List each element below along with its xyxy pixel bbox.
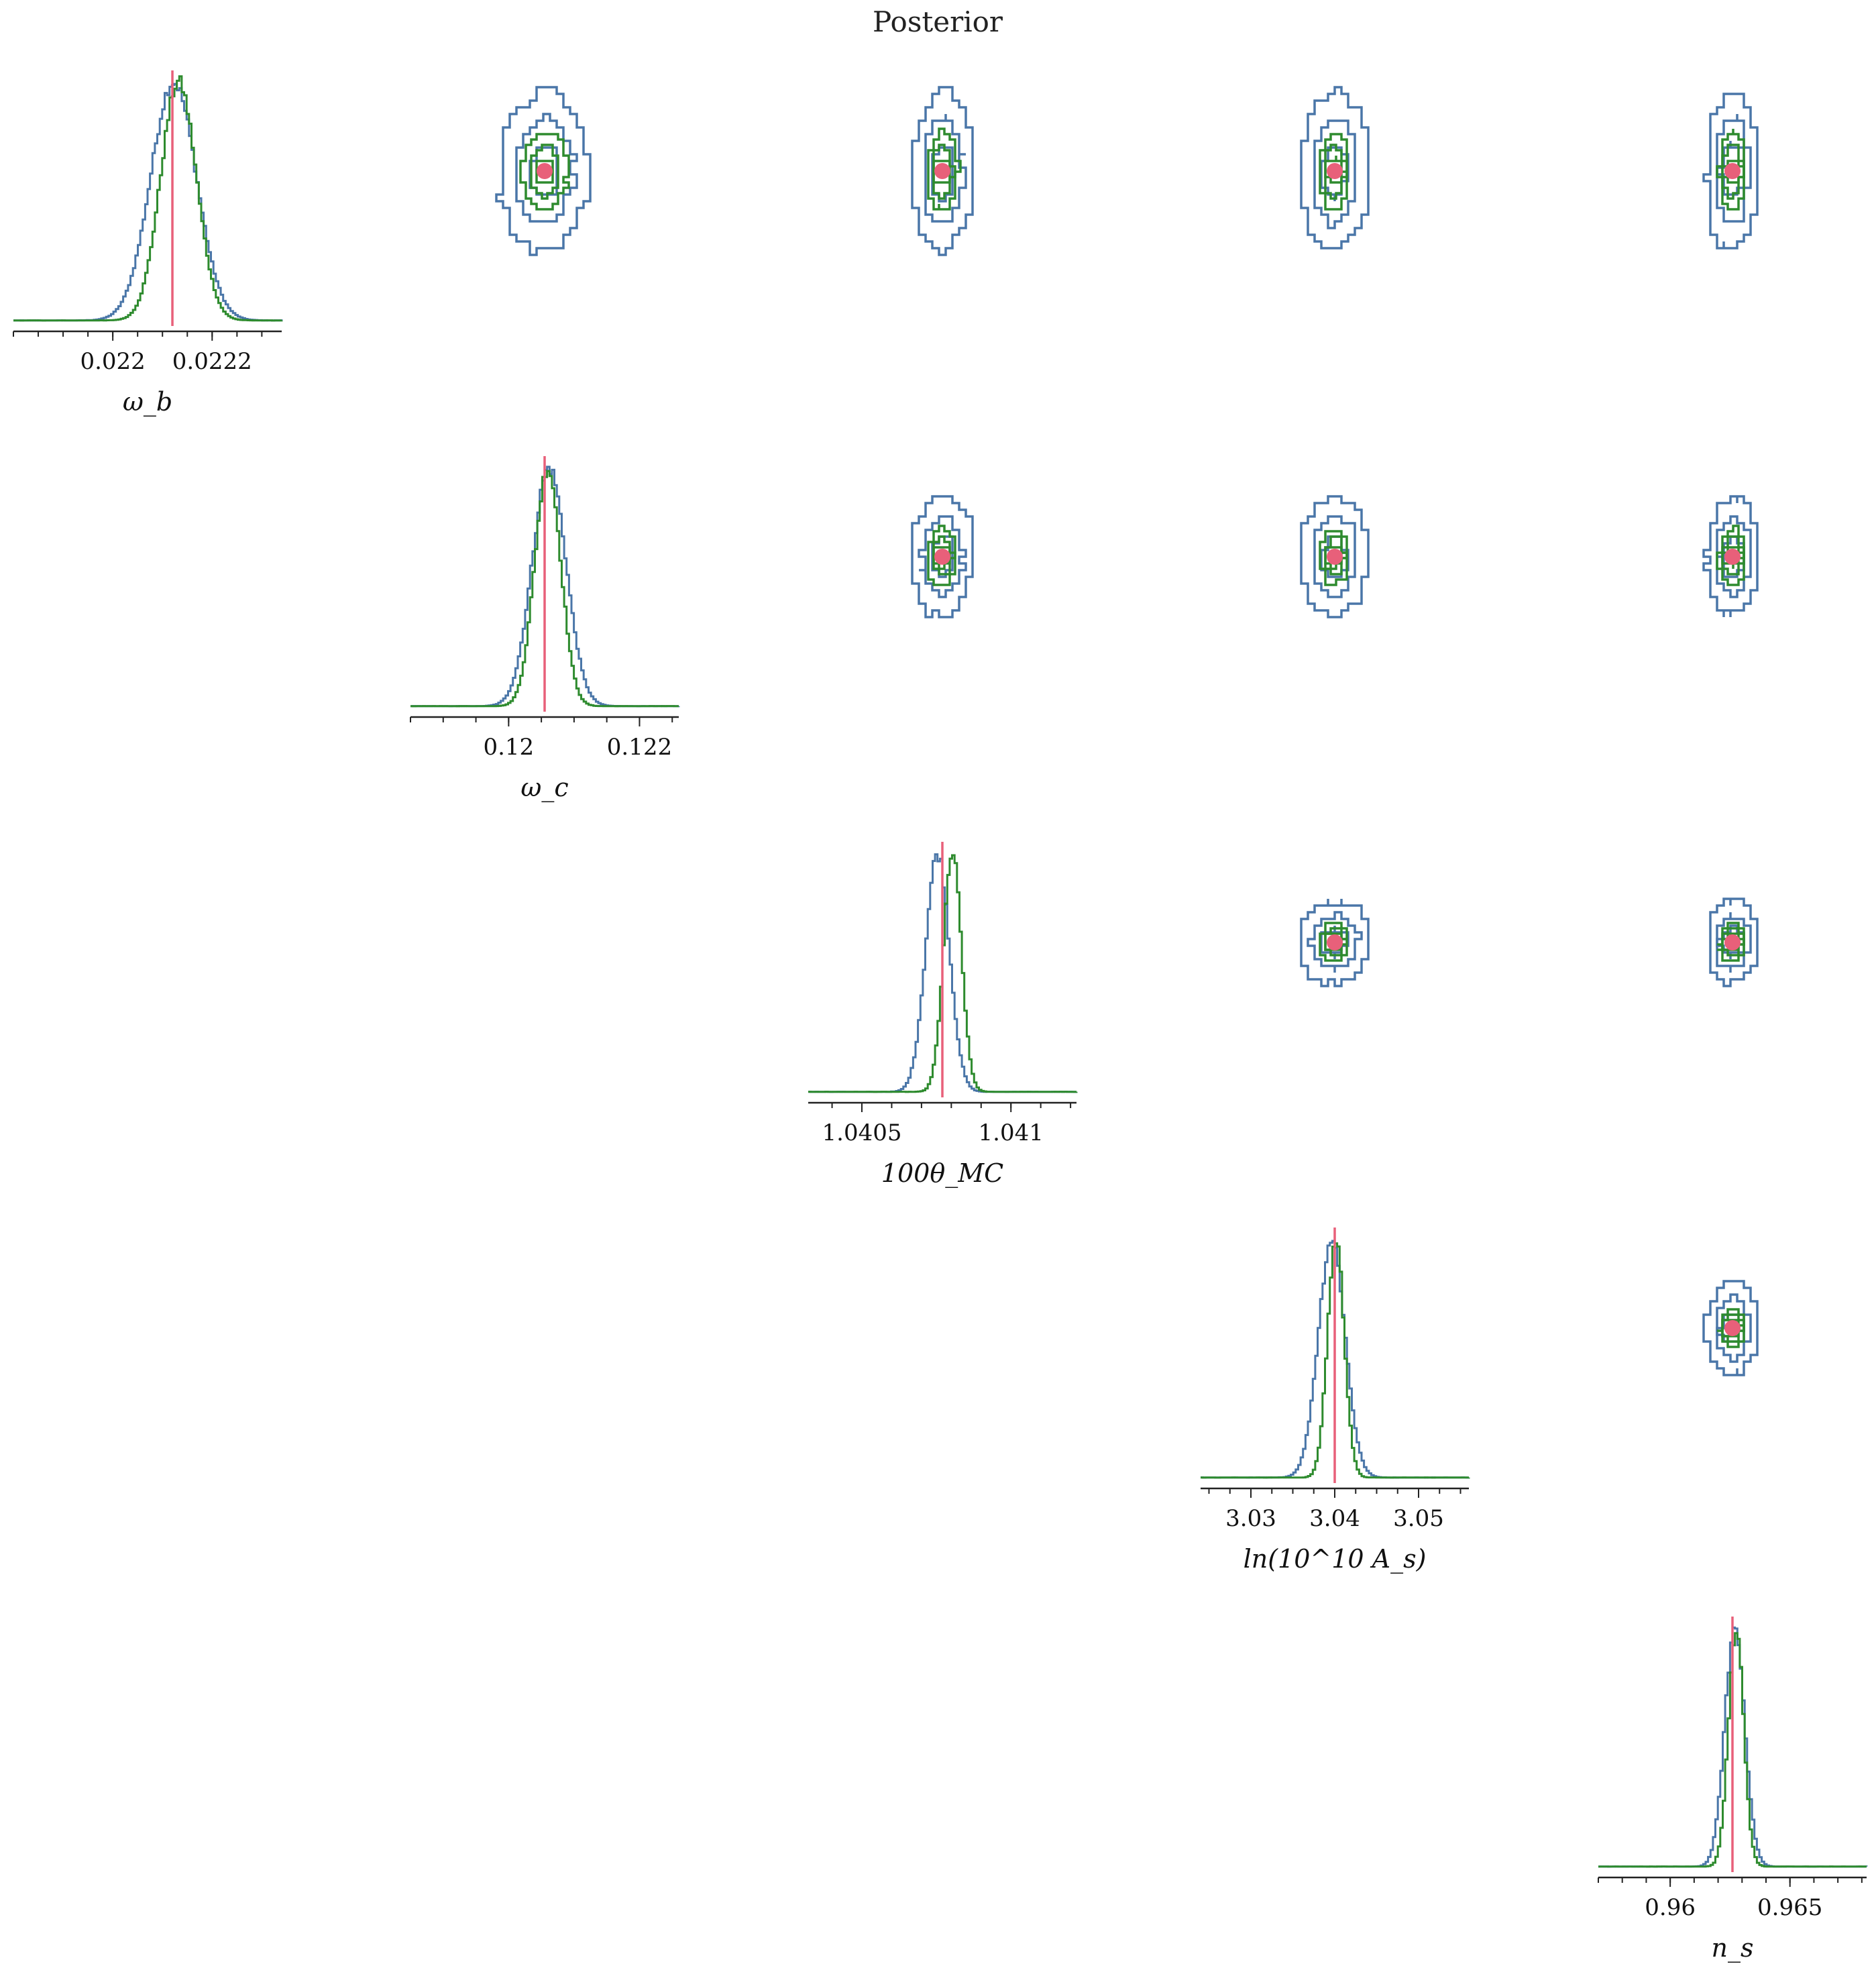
- contour-b-level-3: [932, 546, 951, 570]
- truth-point: [934, 549, 950, 565]
- contour-panel-3-4: [1300, 899, 1370, 987]
- contour-a-level-3: [931, 146, 954, 203]
- tick-label-3-1: 1.0405: [822, 1120, 902, 1146]
- contour-a-level-2: [1313, 119, 1356, 229]
- contour-a-level-1: [911, 495, 974, 618]
- truth-point: [1724, 163, 1741, 179]
- contour-a-level-2: [1307, 911, 1363, 973]
- contour-b-level-2: [530, 144, 559, 200]
- contour-a-level-3: [529, 146, 558, 196]
- contour-panel-4-5: [1702, 1280, 1759, 1376]
- contour-b-level-1: [1319, 133, 1348, 211]
- contour-panel-2-5: [1702, 495, 1759, 617]
- contour-a-level-2: [515, 113, 578, 223]
- histogram-series-b-1: [13, 75, 283, 322]
- contour-b-level-3: [932, 160, 951, 184]
- axis-label-b: ω_b: [123, 387, 172, 417]
- contour-b-level-1: [1716, 525, 1745, 586]
- histogram-series-b-4: [1201, 1242, 1470, 1479]
- axis-label-n-s: n_s: [1712, 1933, 1754, 1963]
- contour-a-level-1: [1300, 495, 1370, 618]
- tick-label-5-2: 0.965: [1757, 1894, 1822, 1921]
- tick-label-4-3: 3.05: [1393, 1505, 1444, 1532]
- tick-label-4-1: 3.03: [1225, 1505, 1276, 1532]
- contour-panel-3-5: [1709, 897, 1759, 987]
- tick-label-1-1: 0.022: [80, 348, 145, 375]
- histogram-panel-3: 1.0405 1.041 100θ_MC: [808, 842, 1078, 1189]
- axis-label-ln-10-10-a-s: ln(10^10 A_s): [1244, 1544, 1427, 1574]
- contour-a-level-1: [1300, 86, 1370, 250]
- chart-title: Posterior: [873, 5, 1003, 38]
- contour-b-level-1: [927, 525, 956, 586]
- contour-panel-1-2: [495, 86, 592, 256]
- contour-a-level-1: [1702, 93, 1759, 250]
- axis-label-c: ω_c: [520, 773, 568, 803]
- truth-point: [1327, 549, 1343, 565]
- contour-b-level-3: [1721, 160, 1745, 184]
- histogram-series-a-1: [13, 83, 283, 322]
- contour-a-level-2: [918, 515, 967, 598]
- contour-panel-2-4: [1300, 495, 1370, 618]
- truth-point: [537, 163, 553, 179]
- contour-a-level-2: [1313, 515, 1356, 598]
- tick-label-5-1: 0.96: [1645, 1894, 1696, 1921]
- truth-point: [1327, 934, 1343, 950]
- tick-label-3-2: 1.041: [979, 1120, 1044, 1146]
- contour-panel-1-3: [911, 86, 974, 256]
- tick-label-4-2: 3.04: [1309, 1505, 1360, 1532]
- contour-b-level-1: [927, 127, 962, 211]
- contour-a-level-2: [924, 114, 967, 223]
- truth-point: [1724, 1320, 1741, 1336]
- tick-label-1-2: 0.0222: [172, 348, 252, 375]
- contour-a-level-1: [1709, 897, 1759, 987]
- contour-a-level-1: [1300, 899, 1370, 987]
- contour-a-level-1: [911, 86, 974, 256]
- axis-label-100-mc: 100θ_MC: [881, 1158, 1003, 1189]
- truth-point: [1327, 163, 1343, 179]
- tick-label-2-2: 0.122: [607, 734, 672, 761]
- truth-point: [1724, 934, 1741, 950]
- tick-label-2-1: 0.12: [483, 734, 534, 761]
- contour-b-level-1: [519, 133, 570, 211]
- contour-b-level-3: [535, 160, 554, 184]
- contour-a-level-3: [1717, 535, 1745, 578]
- contour-panel-1-4: [1300, 86, 1370, 250]
- contour-panel-1-5: [1702, 93, 1759, 250]
- contour-panel-2-3: [911, 495, 974, 618]
- contour-b-level-1: [1717, 922, 1745, 962]
- contour-a-level-1: [1702, 1280, 1759, 1376]
- contour-b-level-3: [1324, 156, 1343, 184]
- truth-point: [934, 163, 950, 179]
- contour-b-level-1: [1716, 129, 1745, 211]
- truth-point: [1724, 549, 1741, 565]
- histogram-panel-2: 0.12 0.122 ω_c: [410, 456, 680, 803]
- contour-a-level-1: [1702, 495, 1759, 617]
- contour-a-level-1: [495, 86, 592, 256]
- histogram-panel-4: 3.03 3.04 3.05 ln(10^10 A_s): [1201, 1228, 1470, 1574]
